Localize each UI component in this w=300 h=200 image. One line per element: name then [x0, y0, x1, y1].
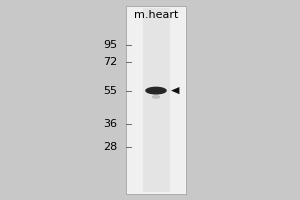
Polygon shape — [171, 87, 179, 94]
Text: m.heart: m.heart — [134, 10, 178, 20]
Bar — [126, 6, 186, 194]
Text: 72: 72 — [103, 57, 117, 67]
Bar — [142, 8, 170, 192]
Text: 55: 55 — [103, 86, 117, 96]
Ellipse shape — [145, 87, 167, 95]
Text: 95: 95 — [103, 40, 117, 50]
Text: 36: 36 — [103, 119, 117, 129]
Ellipse shape — [152, 95, 160, 99]
Text: 28: 28 — [103, 142, 117, 152]
